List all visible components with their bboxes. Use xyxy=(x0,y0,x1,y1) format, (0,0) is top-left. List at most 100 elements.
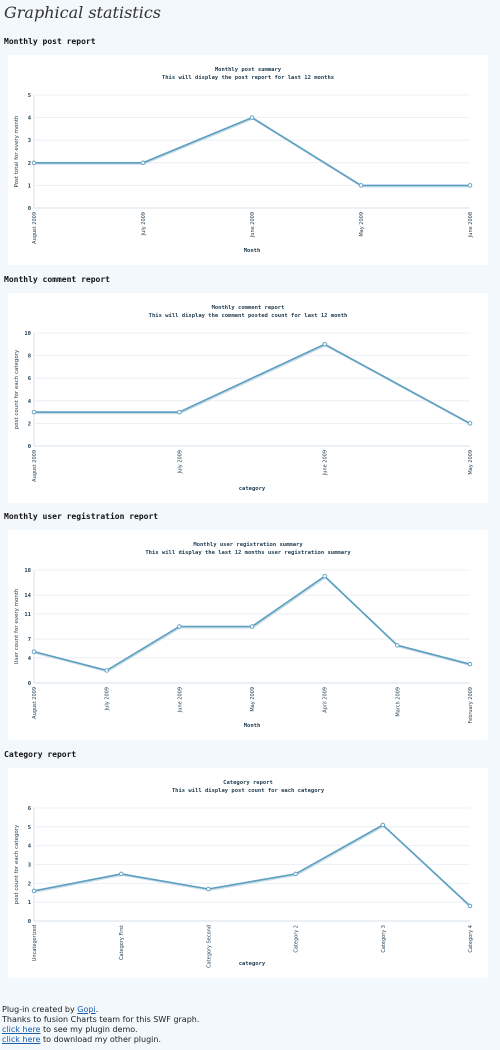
x-axis-label: category xyxy=(239,486,266,492)
footer-credit-suffix: . xyxy=(95,1005,99,1014)
data-point xyxy=(140,160,146,166)
y-tick-label: 7 xyxy=(28,637,31,643)
series-line xyxy=(33,575,471,672)
y-tick-label: 1 xyxy=(28,183,32,189)
data-point xyxy=(206,886,211,892)
demo-link[interactable]: click here xyxy=(2,1025,41,1034)
chart-subtitle: This will display the last 12 months use… xyxy=(145,550,351,556)
y-tick-label: 0 xyxy=(28,206,31,212)
y-tick-label: 11 xyxy=(24,612,31,618)
x-tick-label: June 2009 xyxy=(177,687,183,713)
y-tick-label: 6 xyxy=(28,806,32,812)
chart-title: Monthly post summary xyxy=(215,67,282,73)
chart-panel-user-registration: Monthly user registration summary This wi… xyxy=(8,530,488,740)
y-tick-label: 0 xyxy=(28,444,31,450)
y-tick-label: 0 xyxy=(28,919,31,925)
data-point xyxy=(322,574,327,579)
chart-category: Category report This will display post co… xyxy=(14,780,474,968)
y-tick-label: 14 xyxy=(24,593,31,599)
x-tick-label: June 2008 xyxy=(468,212,474,238)
chart-subtitle: This will display the comment posted cou… xyxy=(149,313,348,319)
page-title: Graphical statistics xyxy=(4,3,161,22)
data-point xyxy=(467,421,473,426)
y-axis-label: Post total for every month xyxy=(14,115,20,188)
data-point xyxy=(467,183,473,188)
data-point xyxy=(467,661,473,667)
x-tick-label: Uncategorized xyxy=(32,925,38,961)
series-line-shadow xyxy=(34,825,472,908)
data-point xyxy=(467,903,473,909)
x-tick-label: March 2009 xyxy=(395,687,401,717)
x-tick-label: May 2009 xyxy=(250,687,256,712)
y-tick-label: 4 xyxy=(28,399,32,405)
chart-title: Monthly comment report xyxy=(212,305,285,311)
footer-demo-text: to see my plugin demo. xyxy=(40,1025,138,1034)
chart-panel-monthly-comment: Monthly comment report This will display … xyxy=(8,293,488,503)
author-link[interactable]: Gopi xyxy=(77,1005,96,1014)
section-title-monthly-post: Monthly post report xyxy=(4,37,96,46)
x-tick-label: June 2009 xyxy=(323,450,329,476)
x-tick-label: August 2009 xyxy=(32,450,38,482)
x-axis-label: Month xyxy=(244,723,261,729)
x-tick-label: May 2009 xyxy=(468,450,474,475)
y-tick-label: 8 xyxy=(28,354,31,360)
footer-credit-text: Plug-in created by xyxy=(2,1005,78,1014)
y-tick-label: 2 xyxy=(28,421,31,427)
x-tick-label: Category 2 xyxy=(294,925,300,953)
data-point xyxy=(395,643,400,648)
footer-download-line: click here to download my other plugin. xyxy=(2,1035,199,1045)
chart-monthly-post: Monthly post summary This will display th… xyxy=(14,67,474,254)
data-point xyxy=(104,668,109,673)
y-tick-label: 3 xyxy=(28,138,31,144)
chart-title: Category report xyxy=(223,780,273,786)
x-tick-label: February 2009 xyxy=(468,687,474,723)
data-point xyxy=(177,409,182,415)
y-tick-label: 4 xyxy=(28,116,32,122)
chart-subtitle: This will display post count for each ca… xyxy=(172,788,325,794)
section-title-monthly-comment: Monthly comment report xyxy=(4,275,110,284)
footer-download-text: to download my other plugin. xyxy=(40,1035,162,1044)
series-line xyxy=(33,823,471,907)
chart-user-registration: Monthly user registration summary This wi… xyxy=(14,542,474,729)
footer: Plug-in created by Gopi. Thanks to fusio… xyxy=(2,1005,199,1045)
x-tick-label: Category 4 xyxy=(468,925,474,953)
y-tick-label: 0 xyxy=(28,681,31,687)
x-tick-label: July 2009 xyxy=(141,212,147,236)
data-point xyxy=(177,624,182,629)
data-point xyxy=(31,888,37,894)
x-tick-label: Category First xyxy=(119,925,125,960)
y-tick-label: 5 xyxy=(28,825,31,831)
series-line-shadow xyxy=(34,117,471,188)
data-point xyxy=(249,624,255,629)
series-line xyxy=(34,343,471,425)
x-tick-label: August 2009 xyxy=(32,687,38,719)
footer-credit-line: Plug-in created by Gopi. xyxy=(2,1005,199,1015)
x-tick-label: July 2009 xyxy=(177,450,183,474)
y-tick-label: 2 xyxy=(28,161,31,167)
y-tick-label: 6 xyxy=(28,376,32,382)
y-tick-label: 3 xyxy=(28,863,31,869)
chart-monthly-comment: Monthly comment report This will display … xyxy=(14,305,474,492)
y-tick-label: 4 xyxy=(28,844,32,850)
data-point xyxy=(31,160,37,166)
data-point xyxy=(380,822,386,828)
y-tick-label: 2 xyxy=(28,881,31,887)
x-tick-label: Category Second xyxy=(206,925,212,968)
x-tick-label: August 2009 xyxy=(32,212,38,244)
y-tick-label: 4 xyxy=(28,656,32,662)
x-tick-label: July 2009 xyxy=(105,687,111,711)
chart-subtitle: This will display the post report for la… xyxy=(162,75,334,81)
x-tick-label: April 2009 xyxy=(323,687,329,713)
y-tick-label: 18 xyxy=(24,568,31,574)
footer-demo-line: click here to see my plugin demo. xyxy=(2,1025,199,1035)
series-line xyxy=(34,116,470,187)
chart-panel-category: Category report This will display post co… xyxy=(8,768,488,978)
download-link[interactable]: click here xyxy=(2,1035,41,1044)
y-tick-label: 10 xyxy=(24,331,31,337)
data-point xyxy=(322,342,327,347)
data-point xyxy=(249,115,255,120)
data-point xyxy=(358,183,364,188)
x-tick-label: June 2009 xyxy=(250,212,256,238)
y-tick-label: 1 xyxy=(28,900,32,906)
x-axis-label: category xyxy=(239,961,266,967)
